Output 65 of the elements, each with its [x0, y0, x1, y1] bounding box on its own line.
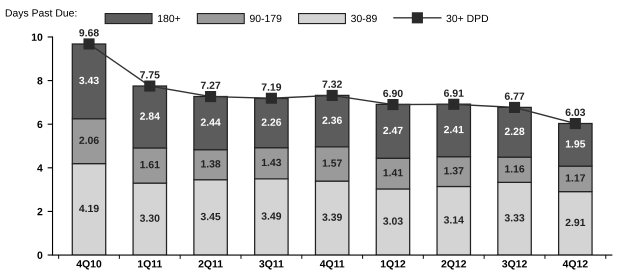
data-label: 1.41 [383, 169, 403, 176]
data-label: 1.95 [566, 140, 586, 148]
x-tick-label: 3Q11 [259, 260, 284, 270]
data-label: 2.91 [566, 218, 586, 226]
point [570, 118, 581, 130]
data-label: 3.33 [504, 214, 524, 222]
y-tick-label: 2 [37, 208, 42, 216]
x-tick-label: 3Q12 [502, 260, 527, 270]
x-tick-label: 2Q11 [198, 260, 223, 270]
data-label: 3.49 [261, 212, 282, 220]
data-label: 1.43 [262, 158, 282, 166]
data-label: 2.26 [262, 118, 282, 126]
x-tick-label: 1Q11 [138, 260, 162, 270]
data-label: 7.75 [140, 71, 160, 79]
data-label: 3.43 [79, 76, 99, 84]
data-label: 1.57 [322, 160, 342, 167]
point [448, 98, 460, 110]
data-label: 1.16 [505, 165, 524, 173]
data-label: 7.32 [322, 80, 342, 88]
data-label: 2.28 [504, 128, 524, 136]
x-tick-label: 1Q12 [380, 260, 406, 270]
point [326, 90, 338, 101]
point [508, 102, 520, 113]
data-label: 7.19 [262, 83, 282, 91]
x-tick-label: 4Q11 [320, 260, 344, 270]
y-tick-label: 8 [37, 77, 42, 84]
data-label: 2.36 [322, 116, 342, 124]
data-label: 1.17 [566, 174, 586, 182]
point [83, 38, 95, 50]
data-label: 2.44 [200, 118, 221, 126]
data-label: 6.77 [504, 92, 524, 100]
data-label: 1.38 [201, 160, 220, 168]
point [387, 99, 399, 110]
x-tick-label: 4Q10 [76, 260, 102, 270]
data-label: 2.06 [79, 136, 99, 144]
data-label: 4.19 [79, 204, 99, 212]
legend-label: 30+ DPD [446, 14, 488, 22]
y-tick-label: 6 [37, 120, 42, 128]
legend-title: Days Past Due: [6, 9, 76, 19]
x-tick-label: 2Q12 [441, 260, 466, 270]
x-tick-label: 4Q12 [562, 260, 588, 270]
data-label: 2.84 [140, 112, 160, 120]
y-tick-label: 10 [32, 33, 42, 41]
data-label: 6.91 [444, 89, 464, 97]
point [144, 80, 156, 92]
data-label: 2.41 [444, 126, 464, 134]
legend-label: 90-179 [250, 14, 282, 22]
legend-label: 180+ [158, 14, 180, 22]
data-label: 7.27 [200, 82, 220, 89]
data-label: 6.03 [566, 108, 586, 116]
data-label: 9.68 [79, 29, 99, 36]
data-label: 3.39 [322, 213, 342, 221]
data-label: 3.14 [444, 216, 464, 224]
data-label: 6.90 [383, 90, 403, 98]
y-tick-label: 0 [37, 252, 42, 259]
legend-label: 30-89 [351, 14, 377, 22]
data-label: 3.45 [200, 212, 220, 220]
data-label: 1.37 [444, 167, 464, 174]
point [266, 92, 277, 104]
data-label: 3.03 [383, 217, 403, 225]
point [205, 90, 216, 102]
y-tick-label: 4 [37, 164, 43, 172]
data-label: 2.47 [383, 126, 403, 134]
data-label: 1.61 [140, 160, 160, 168]
data-label: 3.30 [140, 214, 160, 222]
